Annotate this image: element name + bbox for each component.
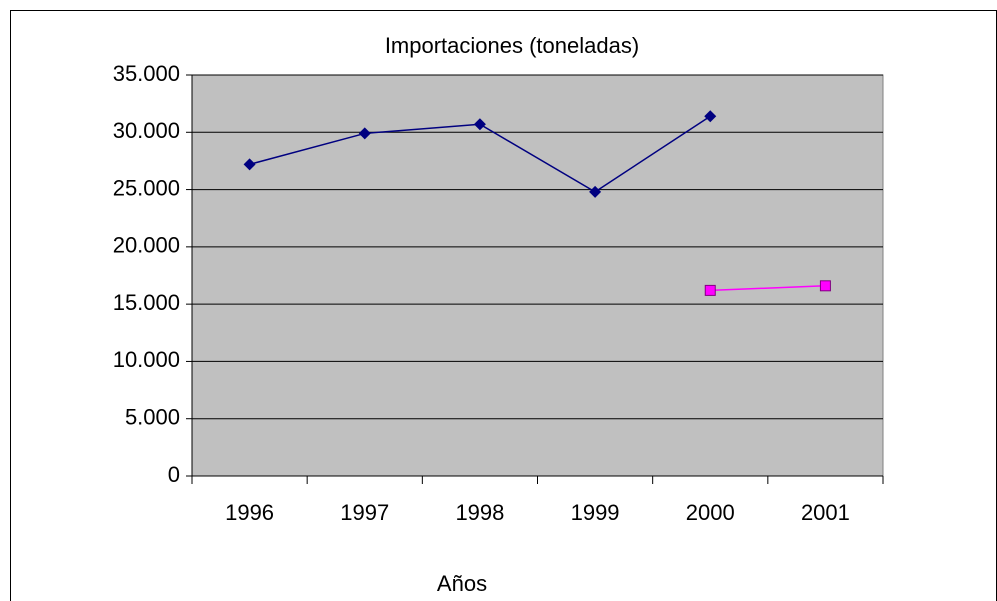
- y-tick-label: 15.000: [113, 290, 180, 315]
- x-tick-label: 1997: [340, 500, 389, 525]
- x-tick-label: 2000: [686, 500, 735, 525]
- marker: [704, 284, 716, 296]
- x-axis-label: Años: [437, 571, 487, 596]
- y-tick-label: 35.000: [113, 61, 180, 86]
- marker: [819, 280, 831, 292]
- y-tick-label: 20.000: [113, 233, 180, 258]
- chart-title: Importaciones (toneladas): [385, 33, 639, 58]
- marker: [704, 110, 717, 123]
- y-tick-label: 0: [168, 462, 180, 487]
- y-tick-label: 30.000: [113, 118, 180, 143]
- x-tick-label: 2001: [801, 500, 850, 525]
- y-tick-label: 10.000: [113, 347, 180, 372]
- x-tick-label: 1996: [225, 500, 274, 525]
- marker: [243, 158, 256, 171]
- plot-area: [191, 74, 884, 477]
- y-tick-label: 5.000: [125, 405, 180, 430]
- marker: [358, 127, 371, 140]
- x-tick-label: 1998: [455, 500, 504, 525]
- x-tick-label: 1999: [571, 500, 620, 525]
- marker: [589, 185, 602, 198]
- marker: [473, 118, 486, 131]
- y-tick-label: 25.000: [113, 175, 180, 200]
- series-line: [710, 285, 826, 292]
